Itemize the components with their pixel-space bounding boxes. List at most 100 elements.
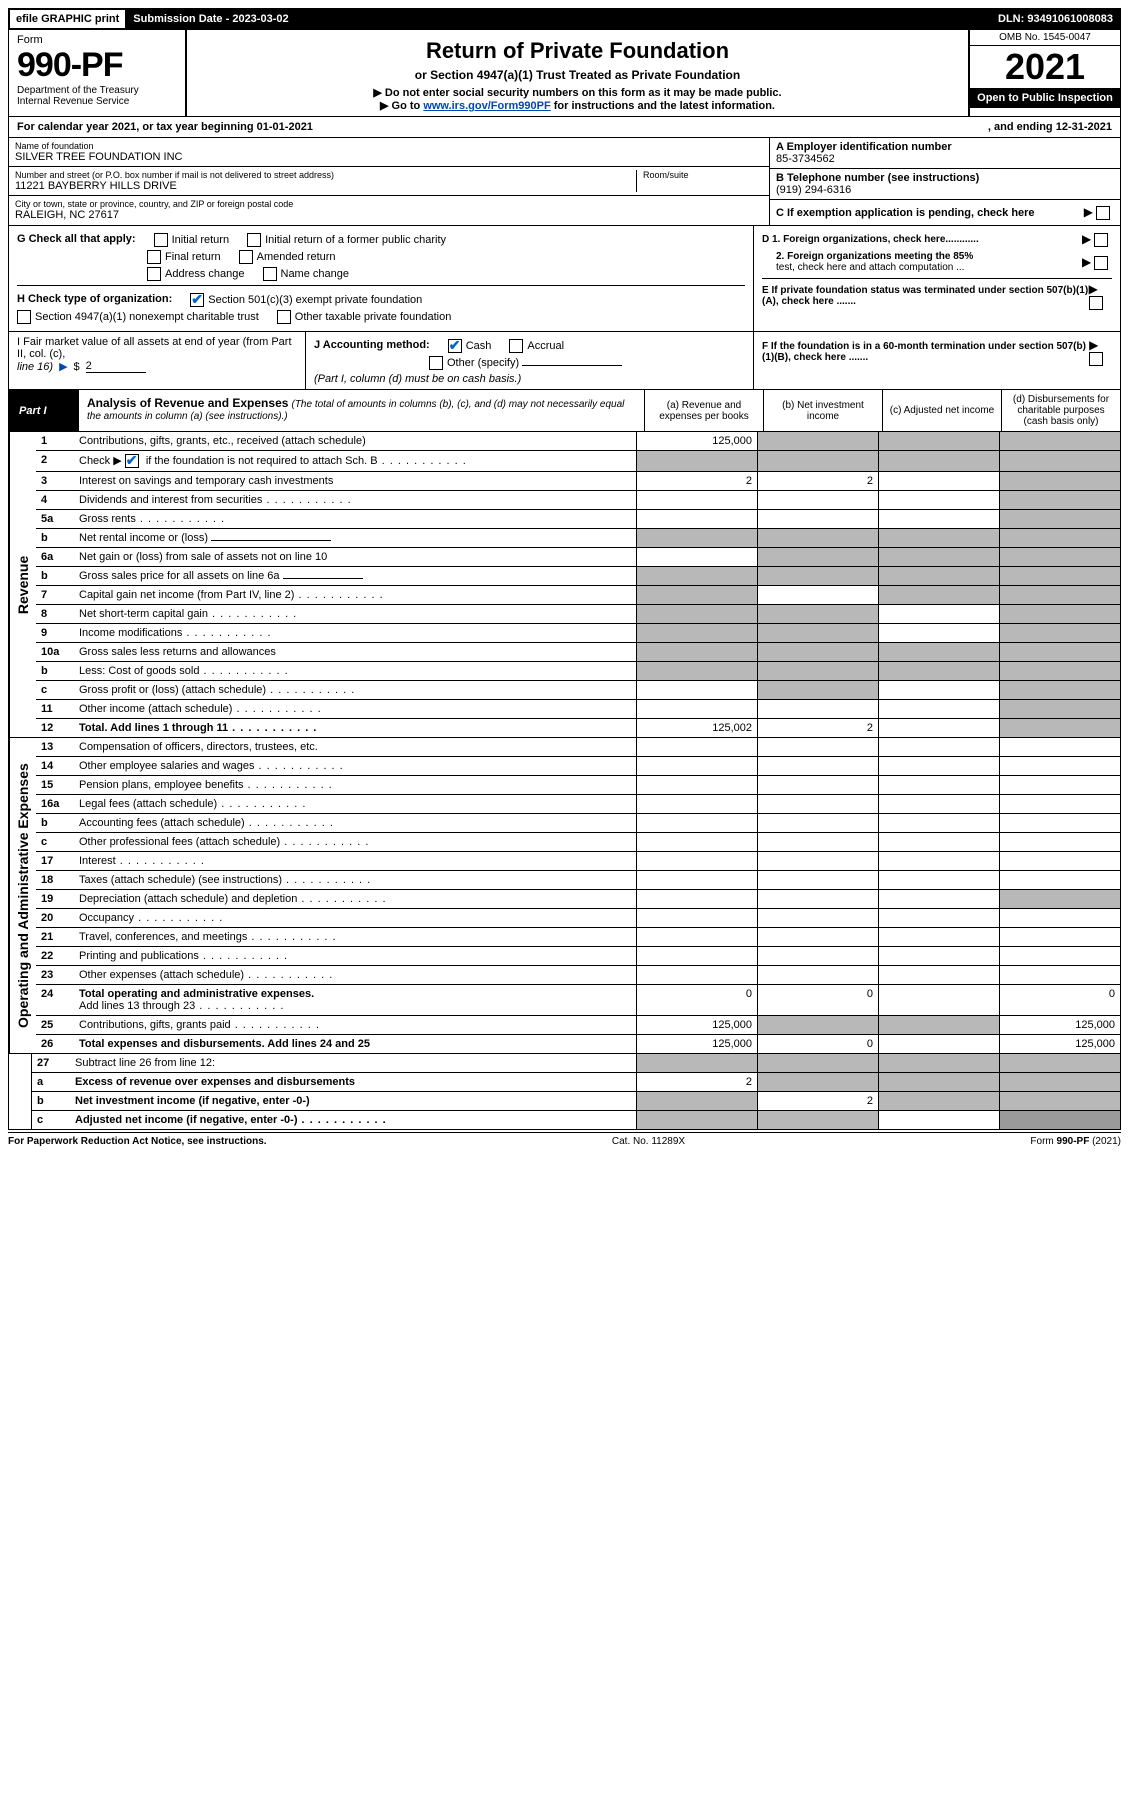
table-row: 22Printing and publications [36,947,1120,966]
checks-block: G Check all that apply: Initial return I… [8,226,1121,332]
table-row: 2Check ▶ if the foundation is not requir… [36,451,1120,472]
h-other-checkbox[interactable] [277,310,291,324]
j-cash-checkbox[interactable] [448,339,462,353]
r6b-desc: Gross sales price for all assets on line… [79,570,280,582]
part1-title-block: Analysis of Revenue and Expenses (The to… [79,390,644,431]
table-row: 10aGross sales less returns and allowanc… [36,643,1120,662]
j-accrual-label: Accrual [527,340,564,352]
g-name-checkbox[interactable] [263,267,277,281]
footer-right: Form 990-PF (2021) [1030,1136,1121,1147]
h-4947-label: Section 4947(a)(1) nonexempt charitable … [35,311,259,323]
table-row: bNet rental income or (loss) [36,529,1120,548]
table-row: 19Depreciation (attach schedule) and dep… [36,890,1120,909]
phone-value: (919) 294-6316 [776,184,1114,196]
dln: DLN: 93491061008083 [992,10,1119,28]
r27c-desc: Adjusted net income (if negative, enter … [75,1114,297,1126]
col-c-header: (c) Adjusted net income [882,390,1001,431]
r21-desc: Travel, conferences, and meetings [79,931,247,943]
h-501c3-label: Section 501(c)(3) exempt private foundat… [208,294,422,306]
table-row: aExcess of revenue over expenses and dis… [32,1073,1120,1092]
r12-desc: Total. Add lines 1 through 11 [79,722,228,734]
cal-mid: , and ending [988,121,1056,133]
g-addr-checkbox[interactable] [147,267,161,281]
d2b-label: test, check here and attach computation … [762,262,964,273]
col-d-header: (d) Disbursements for charitable purpose… [1001,390,1120,431]
submission-label: Submission Date - [133,13,232,25]
calendar-year-line: For calendar year 2021, or tax year begi… [8,117,1121,138]
omb-number: OMB No. 1545-0047 [970,30,1120,46]
table-row: 24Total operating and administrative exp… [36,985,1120,1016]
g-amended-checkbox[interactable] [239,250,253,264]
r9-desc: Income modifications [79,627,182,639]
h-4947-checkbox[interactable] [17,310,31,324]
j-accrual-checkbox[interactable] [509,339,523,353]
table-row: bGross sales price for all assets on lin… [36,567,1120,586]
table-row: 7Capital gain net income (from Part IV, … [36,586,1120,605]
dept-label: Department of the Treasury [17,85,177,96]
form-title: Return of Private Foundation [195,38,960,64]
g-label: G Check all that apply: [17,233,136,247]
r19-desc: Depreciation (attach schedule) and deple… [79,893,297,905]
f-checkbox[interactable] [1089,352,1103,366]
irs-link[interactable]: www.irs.gov/Form990PF [423,100,550,112]
r17-desc: Interest [79,855,116,867]
ein-label: A Employer identification number [776,141,1114,153]
form-number: 990-PF [17,46,177,85]
g-final-checkbox[interactable] [147,250,161,264]
j-label: J Accounting method: [314,339,430,353]
table-row: 6aNet gain or (loss) from sale of assets… [36,548,1120,567]
g-initial-checkbox[interactable] [154,233,168,247]
top-bar: efile GRAPHIC print Submission Date - 20… [8,8,1121,30]
r11-desc: Other income (attach schedule) [79,703,232,715]
address-label: Number and street (or P.O. box number if… [15,170,636,180]
revenue-side-label: Revenue [9,432,36,737]
d2a-label: 2. Foreign organizations meeting the 85% [762,251,973,262]
ij-block: I Fair market value of all assets at end… [8,332,1121,390]
d1-checkbox[interactable] [1094,233,1108,247]
h-other-label: Other taxable private foundation [295,311,452,323]
table-row: 13Compensation of officers, directors, t… [36,738,1120,757]
dln-label: DLN: [998,13,1027,25]
table-row: cAdjusted net income (if negative, enter… [32,1111,1120,1130]
j-other-checkbox[interactable] [429,356,443,370]
dollar-sign: $ [74,361,80,373]
table-row: 15Pension plans, employee benefits [36,776,1120,795]
table-row: 16aLegal fees (attach schedule) [36,795,1120,814]
table-row: 17Interest [36,852,1120,871]
tax-year: 2021 [970,46,1120,88]
expenses-table: 13Compensation of officers, directors, t… [36,738,1120,1053]
e-checkbox[interactable] [1089,296,1103,310]
footer-left: For Paperwork Reduction Act Notice, see … [8,1136,267,1147]
c-checkbox[interactable] [1096,206,1110,220]
cal-prefix: For calendar year 2021, or tax year begi… [17,121,257,133]
r7-desc: Capital gain net income (from Part IV, l… [79,589,294,601]
h-501c3-checkbox[interactable] [190,293,204,307]
city-value: RALEIGH, NC 27617 [15,209,763,221]
line27-table: 27Subtract line 26 from line 12: aExcess… [32,1054,1120,1129]
r8-desc: Net short-term capital gain [79,608,208,620]
r10b-desc: Less: Cost of goods sold [79,665,199,677]
arrow-icon: ▶ [59,360,67,373]
j-cash-label: Cash [466,340,492,352]
r16a-desc: Legal fees (attach schedule) [79,798,217,810]
dln-value: 93491061008083 [1027,13,1113,25]
schb-checkbox[interactable] [125,454,139,468]
goto-label: ▶ Go to [380,100,423,112]
g-name-label: Name change [281,268,350,280]
form-word: Form [17,34,177,46]
g-addr-label: Address change [165,268,245,280]
r10c-desc: Gross profit or (loss) (attach schedule) [79,684,266,696]
cal-begin: 01-01-2021 [257,121,313,133]
d2-checkbox[interactable] [1094,256,1108,270]
r15-desc: Pension plans, employee benefits [79,779,244,791]
submission-date: Submission Date - 2023-03-02 [127,10,294,28]
g-initial-pc-checkbox[interactable] [247,233,261,247]
g-final-label: Final return [165,251,221,263]
form-header: Form 990-PF Department of the Treasury I… [8,30,1121,117]
form-subtitle: or Section 4947(a)(1) Trust Treated as P… [195,68,960,82]
r16b-desc: Accounting fees (attach schedule) [79,817,245,829]
ssn-warning: ▶ Do not enter social security numbers o… [195,86,960,99]
cal-end: 12-31-2021 [1056,121,1112,133]
form-instructions: ▶ Do not enter social security numbers o… [195,86,960,112]
table-row: bLess: Cost of goods sold [36,662,1120,681]
